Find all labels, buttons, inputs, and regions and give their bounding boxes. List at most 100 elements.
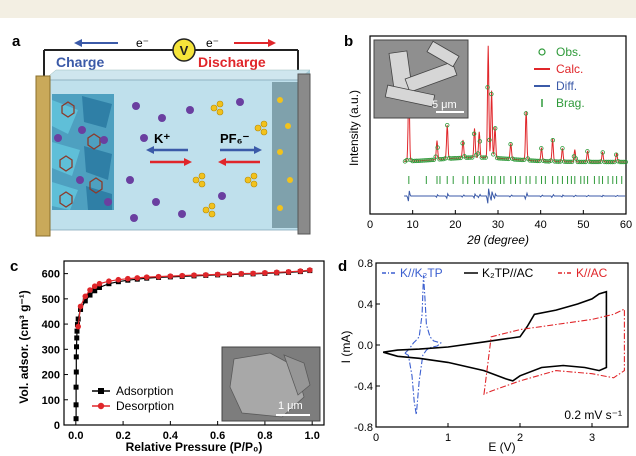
xrd-obs-point bbox=[493, 126, 498, 131]
cv-legend: K//K₂TP K₂TP//AC K//AC bbox=[382, 266, 608, 280]
xrd-obs-point bbox=[569, 159, 575, 165]
desorption-point bbox=[96, 280, 103, 287]
xrd-obs-point bbox=[523, 111, 529, 116]
xrd-legend: Obs. Calc. Diff. Brag. bbox=[534, 45, 585, 110]
xrd-obs-point bbox=[468, 155, 473, 160]
desorption-point bbox=[262, 270, 268, 276]
legend-diff-label: Diff. bbox=[556, 79, 577, 93]
desorption-point bbox=[273, 269, 280, 276]
legend-obs-marker bbox=[538, 48, 546, 56]
cv-y-tick-label: -0.8 bbox=[354, 422, 373, 434]
cv-y-tick-label: 0.0 bbox=[358, 340, 373, 352]
desorption-point bbox=[214, 271, 221, 278]
cv-y-tick-label: 0.4 bbox=[358, 299, 373, 311]
cv-ticks: 0 1 2 3 -0.8 -0.4 0.0 0.4 0.8 bbox=[354, 258, 595, 444]
cv-x-tick-label: 0 bbox=[373, 432, 379, 444]
adsorption-point bbox=[73, 402, 79, 408]
xrd-obs-point bbox=[485, 85, 490, 90]
desorption-point bbox=[203, 272, 209, 278]
adsorption-point bbox=[74, 344, 80, 350]
xrd-obs-point bbox=[519, 157, 525, 163]
xrd-obs-point bbox=[535, 158, 540, 164]
cv-curve-0 bbox=[403, 275, 442, 415]
xrd-obs-point bbox=[521, 157, 527, 163]
cation-charge-arrowhead-icon bbox=[146, 146, 154, 154]
isotherm-y-tick-label: 400 bbox=[42, 319, 60, 331]
adsorption-point bbox=[74, 335, 80, 341]
isotherm-series bbox=[73, 267, 313, 422]
scan-rate-label: 0.2 mV s⁻¹ bbox=[564, 408, 622, 422]
xrd-obs-point bbox=[441, 156, 446, 162]
cv-legend-label: K//K₂TP bbox=[400, 266, 443, 280]
sem-scale-text-c: 1 μm bbox=[278, 400, 303, 412]
xrd-x-tick-label: 20 bbox=[449, 219, 461, 231]
electron-label-left: e⁻ bbox=[136, 36, 149, 50]
xrd-obs-point bbox=[573, 156, 579, 161]
xrd-obs-point bbox=[560, 146, 565, 151]
xrd-diff-line bbox=[404, 188, 626, 204]
isotherm-y-tick-label: 0 bbox=[54, 420, 60, 432]
panel-c-isotherm-chart: c Vol. adsor. (cm³ g⁻¹) Relative Pressur… bbox=[10, 258, 325, 454]
xrd-x-tick-label: 50 bbox=[577, 219, 589, 231]
legend-bragg-label: Brag. bbox=[556, 96, 585, 110]
xrd-obs-point bbox=[539, 146, 544, 151]
isotherm-x-tick-label: 0.4 bbox=[163, 430, 179, 442]
xrd-x-tick-label: 10 bbox=[407, 219, 419, 231]
xrd-obs-point bbox=[475, 151, 481, 156]
isotherm-x-tick-label: 0.2 bbox=[115, 430, 130, 442]
isotherm-ticks: 0.0 0.2 0.4 0.6 0.8 1.0 0 100 200 300 400 500 600 bbox=[42, 269, 320, 442]
xrd-obs-point bbox=[610, 159, 615, 165]
xrd-x-tick-label: 60 bbox=[620, 219, 632, 231]
desorption-point bbox=[134, 275, 141, 281]
desorption-point bbox=[75, 323, 81, 330]
isotherm-legend-marker bbox=[97, 402, 105, 410]
panel-c-label: c bbox=[10, 258, 18, 275]
desorption-point bbox=[155, 273, 162, 280]
xrd-y-axis-label: Intensity (a.u.) bbox=[347, 90, 361, 166]
adsorption-point bbox=[74, 328, 80, 334]
xrd-obs-point bbox=[510, 156, 515, 161]
cv-curve-2 bbox=[483, 308, 625, 396]
panel-b-label: b bbox=[344, 33, 353, 50]
xrd-obs-point bbox=[585, 149, 590, 154]
xrd-obs-point bbox=[581, 159, 586, 165]
xrd-obs-point bbox=[489, 91, 494, 97]
isotherm-x-tick-label: 1.0 bbox=[305, 430, 320, 442]
activated-carbon-cathode bbox=[272, 82, 298, 228]
desorption-point bbox=[297, 268, 304, 274]
desorption-point bbox=[106, 278, 112, 284]
electron-label-right: e⁻ bbox=[206, 36, 219, 50]
adsorption-point bbox=[73, 369, 79, 375]
cv-x-tick-label: 3 bbox=[589, 432, 595, 444]
xrd-obs-point bbox=[596, 159, 602, 165]
panel-d-cv-chart: d I (mA) E (V) 0 1 2 3 -0.8 -0.4 0.0 0.4 0.8 K//… bbox=[338, 258, 629, 454]
isotherm-plot-frame bbox=[63, 260, 325, 426]
anion-charge-arrowhead-icon bbox=[254, 146, 262, 154]
isotherm-y-tick-label: 300 bbox=[42, 344, 60, 356]
cv-legend-label: K//AC bbox=[576, 266, 608, 280]
xrd-obs-point bbox=[567, 159, 573, 165]
isotherm-legend-marker bbox=[98, 388, 104, 394]
isotherm-y-tick-label: 200 bbox=[42, 370, 60, 382]
cation-label: K⁺ bbox=[154, 131, 170, 146]
potassium-ions bbox=[126, 98, 244, 222]
isotherm-x-tick-label: 0.0 bbox=[68, 430, 83, 442]
panel-d-label: d bbox=[338, 258, 347, 275]
cv-y-tick-label: -0.4 bbox=[354, 381, 373, 393]
page-header-strip bbox=[0, 0, 636, 18]
cv-y-tick-label: 0.8 bbox=[358, 258, 373, 270]
xrd-obs-point bbox=[491, 152, 496, 157]
anode-current-collector bbox=[35, 75, 51, 237]
porous-particle-icon bbox=[229, 352, 311, 418]
panel-a-label: a bbox=[12, 33, 21, 50]
discharge-label: Discharge bbox=[198, 54, 266, 70]
isotherm-x-tick-label: 0.8 bbox=[257, 430, 272, 442]
adsorption-point bbox=[73, 384, 79, 390]
cv-curve-1 bbox=[382, 290, 608, 382]
xrd-obs-point bbox=[481, 155, 486, 160]
cv-plot-frame bbox=[375, 262, 629, 428]
panel-b-xrd-chart: b Intensity (a.u.) 2θ (degree) 0 10 20 30 40… bbox=[344, 33, 632, 247]
xrd-obs-point bbox=[550, 138, 556, 143]
adsorption-point bbox=[82, 298, 88, 304]
